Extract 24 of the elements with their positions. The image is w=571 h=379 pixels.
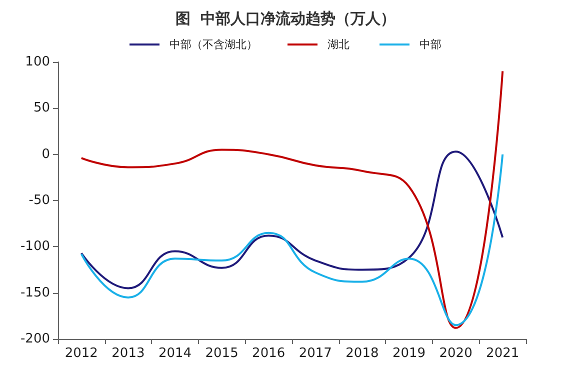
x-tick-label: 2016 xyxy=(252,346,286,361)
x-tick-label: 2013 xyxy=(112,346,145,361)
x-tick-label: 2017 xyxy=(298,346,332,361)
x-tick-label: 2018 xyxy=(346,346,379,361)
y-tick-label: -100 xyxy=(20,239,50,254)
y-tick-label: 100 xyxy=(25,54,50,70)
x-tick-label: 2020 xyxy=(439,346,472,361)
x-tick-label: 2015 xyxy=(205,346,238,361)
y-tick-label: -150 xyxy=(20,285,50,300)
y-tick-label: 0 xyxy=(42,146,50,162)
y-tick-label: -50 xyxy=(28,193,50,208)
x-tick-label: 2021 xyxy=(486,346,520,361)
chart-title: 图 中部人口净流动趋势（万人） xyxy=(175,10,396,28)
legend-label: 中部 xyxy=(420,38,442,51)
legend-label: 中部（不含湖北） xyxy=(170,38,258,51)
x-tick-label: 2019 xyxy=(392,346,426,361)
line-series xyxy=(80,153,504,326)
y-tick-label: -200 xyxy=(20,332,50,346)
legend-label: 湖北 xyxy=(328,38,350,51)
y-tick-label: 50 xyxy=(33,100,50,116)
line-series xyxy=(80,150,504,290)
line-series xyxy=(80,70,504,329)
x-tick-label: 2012 xyxy=(64,346,98,361)
x-tick-label: 2014 xyxy=(158,346,192,361)
